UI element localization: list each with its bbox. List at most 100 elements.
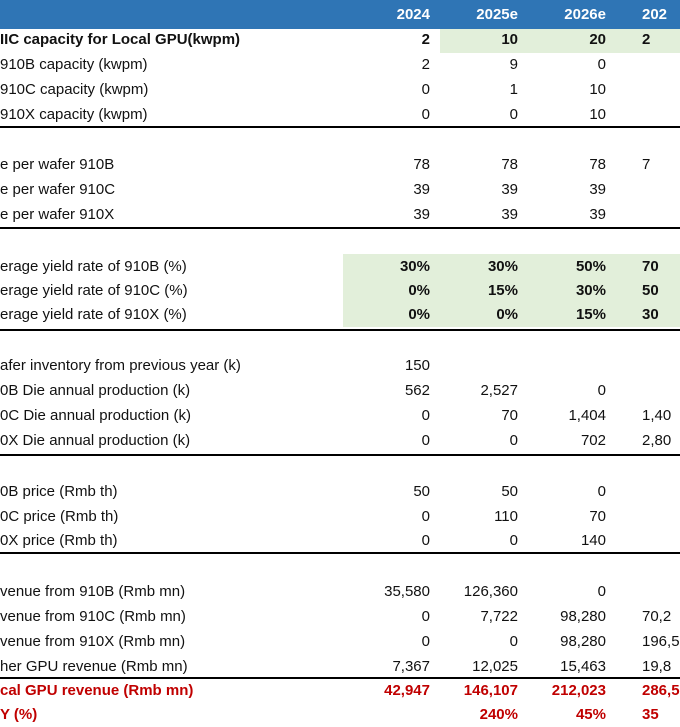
cell-value: 0 [421, 532, 430, 549]
cell-value: 0 [421, 633, 430, 650]
cell-value: 10 [589, 81, 606, 98]
cell-value: 0 [597, 382, 606, 399]
cell-value: 39 [589, 206, 606, 223]
cell-value: 9 [509, 56, 518, 73]
separator [0, 126, 680, 128]
row-label: e per wafer 910C [0, 181, 116, 198]
cell-value: 30% [399, 258, 430, 275]
cell-value: 0 [509, 633, 518, 650]
row-label: 0X price (Rmb th) [0, 532, 118, 549]
row-label: her GPU revenue (Rmb mn) [0, 658, 188, 675]
row-label: Y (%) [0, 706, 38, 723]
row-label: e per wafer 910X [0, 206, 115, 223]
cell-value: 15% [487, 282, 518, 299]
cell-value: 2 [642, 31, 651, 48]
cell-value: 240% [479, 706, 518, 723]
cell-value: 50% [575, 258, 606, 275]
cell-value: 0 [597, 483, 606, 500]
row-label: erage yield rate of 910X (%) [0, 306, 187, 323]
row-label: IIC capacity for Local GPU(kwpm) [0, 31, 241, 48]
separator [0, 454, 680, 456]
cell-value: 2 [421, 31, 430, 48]
column-header: 2025e [476, 6, 518, 23]
cell-value: 0 [421, 106, 430, 123]
cell-value: 196,5 [642, 633, 680, 650]
column-header: 202 [642, 6, 668, 23]
cell-value: 50 [642, 282, 659, 299]
cell-value: 0 [597, 583, 606, 600]
row-label: 0C price (Rmb th) [0, 508, 119, 525]
cell-value: 0 [421, 608, 430, 625]
cell-value: 70,2 [642, 608, 672, 625]
cell-value: 10 [501, 31, 518, 48]
cell-value: 0 [509, 532, 518, 549]
cell-value: 50 [501, 483, 518, 500]
row-label: 0B Die annual production (k) [0, 382, 191, 399]
cell-value: 98,280 [560, 608, 606, 625]
cell-value: 110 [494, 508, 518, 525]
cell-value: 42,947 [384, 682, 430, 699]
cell-value: 30% [487, 258, 518, 275]
cell-value: 0 [421, 508, 430, 525]
separator [0, 329, 680, 331]
cell-value: 39 [413, 181, 430, 198]
cell-value: 146,107 [463, 682, 518, 699]
row-label: venue from 910X (Rmb mn) [0, 633, 186, 650]
cell-value: 0 [509, 432, 518, 449]
header-bar [0, 0, 680, 29]
cell-value: 78 [589, 156, 606, 173]
cell-value: 78 [501, 156, 518, 173]
cell-value: 15,463 [560, 658, 606, 675]
cell-value: 2,80 [642, 432, 672, 449]
row-label: venue from 910B (Rmb mn) [0, 583, 186, 600]
cell-value: 35,580 [384, 583, 430, 600]
row-label: erage yield rate of 910B (%) [0, 258, 187, 275]
cell-value: 30% [575, 282, 606, 299]
row-label: 0X Die annual production (k) [0, 432, 191, 449]
cell-value: 98,280 [560, 633, 606, 650]
cell-value: 0% [496, 306, 518, 323]
cell-value: 212,023 [551, 682, 606, 699]
cell-value: 20 [589, 31, 606, 48]
row-label: 0C Die annual production (k) [0, 407, 191, 424]
cell-value: 0% [408, 306, 430, 323]
row-label: e per wafer 910B [0, 156, 115, 173]
cell-value: 12,025 [472, 658, 518, 675]
cell-value: 0 [421, 432, 430, 449]
cell-value: 7,722 [480, 608, 518, 625]
cell-value: 70 [589, 508, 606, 525]
cell-value: 0 [421, 407, 430, 424]
row-label: 910C capacity (kwpm) [0, 81, 149, 98]
highlight [343, 254, 680, 327]
cell-value: 0% [408, 282, 430, 299]
cell-value: 35 [642, 706, 659, 723]
column-header: 2026e [564, 6, 606, 23]
row-label: venue from 910C (Rmb mn) [0, 608, 186, 625]
cell-value: 70 [642, 258, 659, 275]
column-header: 2024 [396, 6, 430, 23]
cell-value: 2,527 [480, 382, 518, 399]
cell-value: 126,360 [463, 583, 518, 600]
cell-value: 39 [501, 206, 518, 223]
separator [0, 227, 680, 229]
cell-value: 1,40 [642, 407, 672, 424]
cell-value: 39 [589, 181, 606, 198]
cell-value: 39 [501, 181, 518, 198]
row-label: afer inventory from previous year (k) [0, 357, 241, 374]
cell-value: 150 [404, 357, 430, 374]
cell-value: 7 [642, 156, 651, 173]
cell-value: 140 [580, 532, 606, 549]
cell-value: 1 [509, 81, 518, 98]
row-label: 910B capacity (kwpm) [0, 56, 148, 73]
cell-value: 39 [413, 206, 430, 223]
row-label: cal GPU revenue (Rmb mn) [0, 682, 194, 699]
cell-value: 0 [597, 56, 606, 73]
cell-value: 15% [575, 306, 606, 323]
cell-value: 10 [589, 106, 606, 123]
row-label: 0B price (Rmb th) [0, 483, 118, 500]
cell-value: 19,8 [642, 658, 672, 675]
cell-value: 0 [509, 106, 518, 123]
cell-value: 70 [501, 407, 518, 424]
cell-value: 78 [413, 156, 430, 173]
